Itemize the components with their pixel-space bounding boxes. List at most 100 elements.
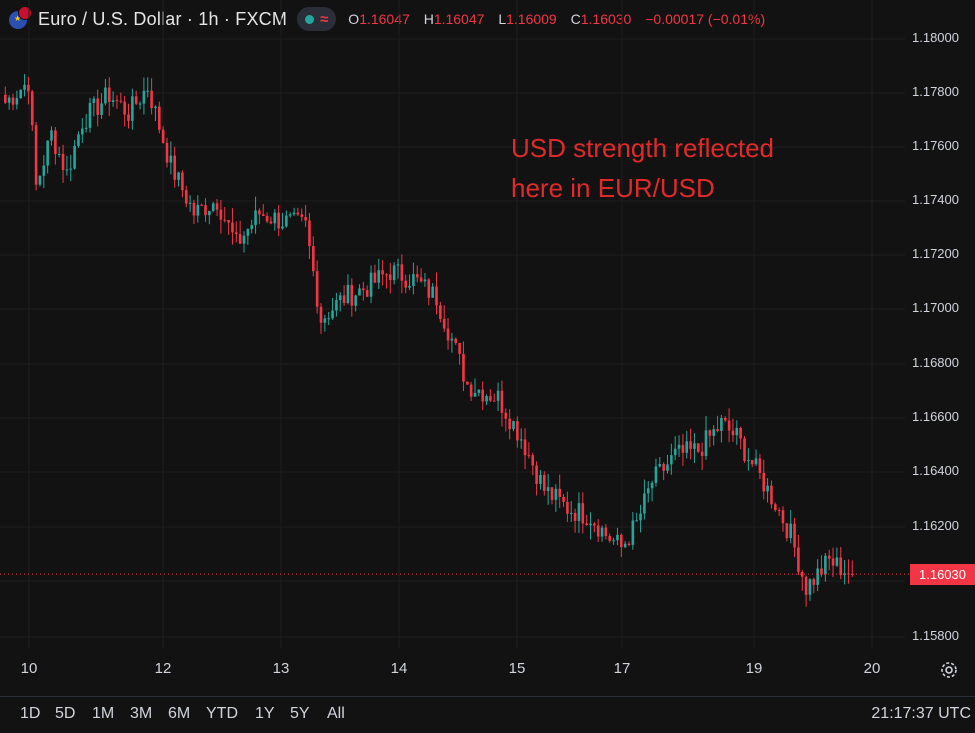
candle-body [512,421,515,430]
candle-body [377,270,381,283]
candle-body [300,214,304,217]
candle-body [774,504,777,511]
candle-body [485,396,488,402]
range-1m[interactable]: 1M [92,705,115,722]
candle-body [804,576,808,595]
candle-body [789,523,792,539]
candle-body [173,155,176,180]
candle-body [273,212,277,224]
candle-body [623,543,627,548]
candle-body [770,485,773,505]
candle-body [258,210,261,215]
candle-body [658,463,662,467]
candle-body [138,103,142,105]
candle-body [562,496,565,502]
price-tick-label: 1.16400 [912,463,959,478]
candle-body [111,100,115,102]
candle-body [338,295,342,301]
candle-body [704,430,708,456]
candle-body [677,444,681,449]
range-5y[interactable]: 5Y [290,705,310,722]
candle-body [296,212,300,215]
candle-body [477,389,481,393]
indicator-wave-icon: ≈ [320,10,329,28]
candle-body [215,203,219,210]
candle-body [104,87,107,104]
symbol-header: Euro / U.S. Dollar · 1h · FXCM ≈ O1.1604… [0,0,905,38]
symbol-title[interactable]: Euro / U.S. Dollar · 1h · FXCM [38,8,288,29]
candle-body [731,430,735,436]
price-tick-label: 1.15800 [912,628,959,643]
time-tick-label: 15 [508,660,526,677]
candle-body [650,482,654,489]
candle-body [824,555,827,575]
candle-body [315,271,319,307]
candle-body [146,90,150,92]
candle-body [142,90,146,104]
candle-body [250,225,253,230]
candle-body [265,215,269,222]
candle-body [812,579,816,585]
candle-body [227,219,230,223]
range-6m[interactable]: 6M [168,705,191,722]
candle-body [281,226,284,229]
candle-body [831,558,835,566]
candle-body [569,512,573,514]
candle-body [450,338,454,341]
candle-body [161,129,165,143]
candle-body [208,210,211,216]
candle-body [107,87,111,102]
candle-body [646,488,650,494]
price-tick-label: 1.17200 [912,246,959,261]
candle-body [15,98,19,105]
candle-body [662,463,665,471]
candle-body [84,127,88,129]
settings-gear-icon[interactable] [939,660,959,680]
candle-body [42,165,46,176]
candle-body [412,274,415,286]
candle-body [331,310,334,319]
range-1y[interactable]: 1Y [255,705,275,722]
time-tick-label: 10 [20,660,38,677]
candle-body [327,318,330,320]
candle-body [573,512,577,521]
utc-clock[interactable]: 21:17:37 UTC [871,705,971,722]
candle-body [693,443,696,449]
candle-body [400,264,404,281]
candle-body [123,101,126,115]
candle-body [612,540,615,542]
candle-body [4,94,7,103]
candle-body [246,229,250,236]
price-tick-label: 1.17000 [912,300,959,315]
chart-annotation[interactable]: USD strength reflected here in EUR/USD [511,133,775,203]
candle-body [546,487,550,491]
range-ytd[interactable]: YTD [206,705,238,722]
candle-body [712,429,715,436]
candle-body [73,145,76,169]
market-status-pill[interactable]: ≈ [297,7,337,31]
candlestick-chart[interactable] [0,0,975,696]
range-5d[interactable]: 5D [55,705,76,722]
candle-body [346,284,350,304]
bottom-toolbar: 1D 5D 1M 3M 6M YTD 1Y 5Y All 21:17:37 UT… [0,696,975,733]
candle-body [288,214,292,216]
candle-body [419,277,423,282]
candle-body [342,295,346,304]
candle-body [81,128,84,135]
time-tick-label: 20 [863,660,881,677]
candle-body [319,306,323,323]
candle-body [181,172,184,191]
price-tick-label: 1.17600 [912,138,959,153]
candle-body [577,503,581,521]
time-tick-label: 12 [154,660,172,677]
candle-body [54,130,57,155]
candle-body [34,125,38,185]
candle-body [527,455,531,457]
range-3m[interactable]: 3M [130,705,153,722]
range-1d[interactable]: 1D [20,705,41,722]
ohlc-readout: O1.16047 H1.16047 L1.16009 C1.16030 −0.0… [348,11,766,27]
candle-body [254,210,257,226]
time-tick-label: 19 [745,660,763,677]
candle-body [735,428,739,436]
range-all[interactable]: All [327,705,345,722]
